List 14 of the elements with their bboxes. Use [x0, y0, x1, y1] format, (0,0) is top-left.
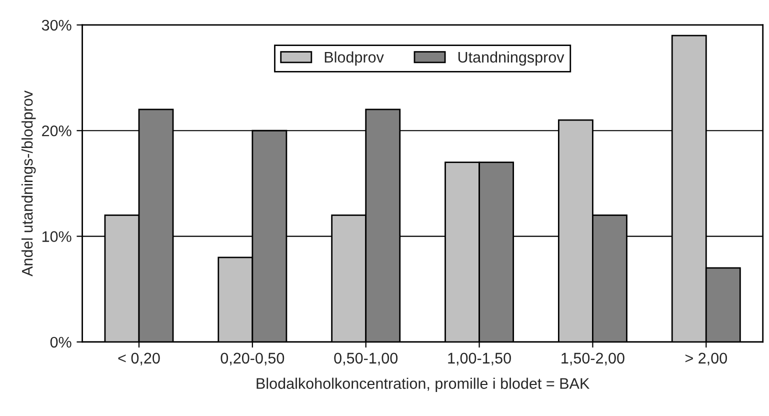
legend-label: Utandningsprov — [458, 51, 564, 66]
y-axis-title: Andel utandnings-/blodprov — [21, 90, 36, 276]
x-axis-title: Blodalkoholkoncentration, promille i blodet = BAK — [256, 378, 590, 392]
x-tick-label: > 2,00 — [685, 352, 727, 366]
legend-label: Blodprov — [324, 51, 384, 66]
x-tick-label: 1,50-2,00 — [562, 352, 624, 366]
x-tick-label: 0,50-1,00 — [334, 352, 398, 366]
y-tick-label: 30% — [42, 20, 72, 31]
y-tick-label: 20% — [42, 125, 72, 136]
x-tick-label: 0,20-0,50 — [220, 352, 284, 366]
x-tick-label: < 0,20 — [118, 352, 160, 366]
x-tick-label: 1,00-1,50 — [448, 352, 511, 366]
y-tick-label: 0% — [50, 336, 72, 348]
y-tick-label: 10% — [42, 231, 72, 242]
